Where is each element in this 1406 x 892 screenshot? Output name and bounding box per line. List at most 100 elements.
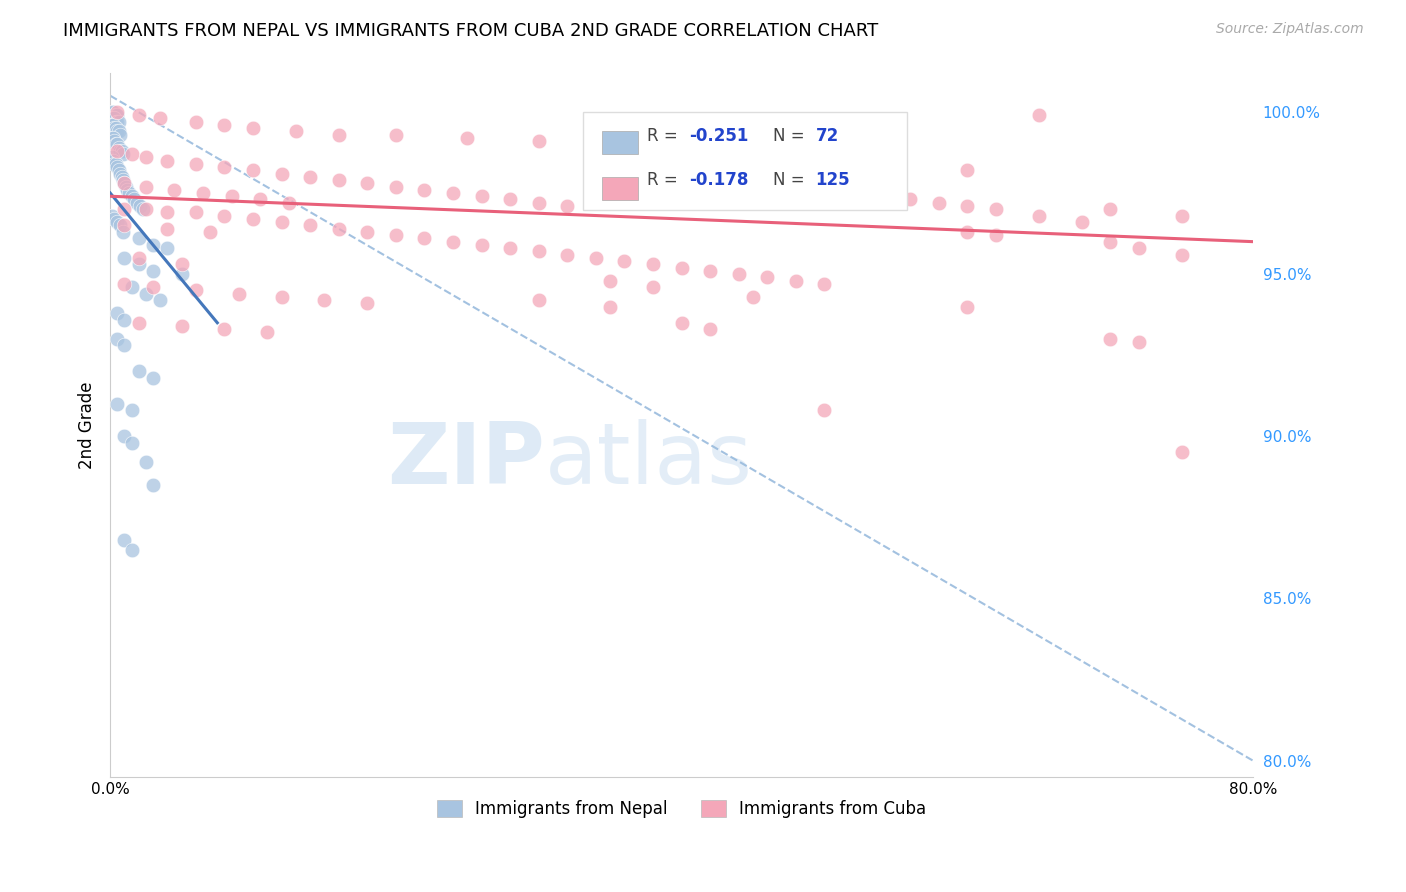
Point	[214, 322, 236, 336]
Point	[1128, 241, 1150, 255]
Point	[170, 318, 193, 333]
Point	[100, 209, 122, 223]
Point	[135, 455, 157, 469]
Point	[214, 209, 236, 223]
Point	[107, 114, 129, 128]
Point	[121, 189, 143, 203]
Point	[101, 104, 124, 119]
Point	[1170, 247, 1192, 261]
Text: R =: R =	[647, 127, 683, 145]
Point	[956, 163, 979, 178]
Point	[471, 238, 494, 252]
Point	[114, 219, 136, 233]
Point	[108, 144, 131, 158]
Point	[111, 147, 134, 161]
Point	[156, 205, 179, 219]
Point	[114, 176, 136, 190]
Point	[114, 429, 136, 443]
Point	[284, 124, 307, 138]
Point	[132, 202, 155, 217]
Point	[599, 274, 621, 288]
Point	[413, 183, 436, 197]
Point	[100, 131, 122, 145]
Point	[117, 183, 139, 197]
Point	[499, 241, 522, 255]
Point	[928, 195, 950, 210]
Point	[228, 286, 250, 301]
Point	[111, 173, 134, 187]
Point	[105, 397, 128, 411]
Point	[870, 160, 893, 174]
Point	[170, 257, 193, 271]
Point	[585, 251, 607, 265]
Point	[101, 153, 124, 168]
Point	[1099, 235, 1122, 249]
Point	[105, 124, 128, 138]
Point	[142, 264, 165, 278]
Point	[214, 118, 236, 132]
Point	[242, 163, 264, 178]
Point	[121, 147, 143, 161]
Point	[128, 364, 150, 378]
Point	[527, 244, 550, 259]
Point	[299, 169, 322, 184]
Point	[527, 134, 550, 148]
Point	[314, 293, 336, 307]
Point	[121, 435, 143, 450]
Point	[1070, 215, 1092, 229]
Point	[471, 189, 494, 203]
Point	[105, 114, 128, 128]
Point	[103, 134, 125, 148]
Point	[441, 186, 464, 200]
Point	[118, 186, 141, 200]
Point	[191, 186, 214, 200]
Point	[100, 112, 122, 126]
Point	[249, 193, 271, 207]
Point	[128, 257, 150, 271]
Point	[107, 163, 129, 178]
Point	[105, 332, 128, 346]
Point	[813, 153, 835, 168]
Text: IMMIGRANTS FROM NEPAL VS IMMIGRANTS FROM CUBA 2ND GRADE CORRELATION CHART: IMMIGRANTS FROM NEPAL VS IMMIGRANTS FROM…	[63, 22, 879, 40]
Point	[356, 296, 378, 310]
Point	[114, 251, 136, 265]
Point	[135, 202, 157, 217]
Point	[671, 316, 693, 330]
Point	[121, 280, 143, 294]
Point	[142, 371, 165, 385]
Text: 72: 72	[815, 127, 839, 145]
Point	[114, 202, 136, 217]
Point	[742, 290, 765, 304]
Point	[184, 283, 207, 297]
Point	[121, 403, 143, 417]
Point	[356, 176, 378, 190]
Point	[842, 157, 865, 171]
Point	[104, 121, 127, 136]
Point	[124, 193, 146, 207]
Point	[105, 104, 128, 119]
Point	[101, 118, 124, 132]
Point	[156, 241, 179, 255]
Point	[242, 211, 264, 226]
Point	[898, 193, 921, 207]
Point	[813, 277, 835, 291]
Text: -0.178: -0.178	[689, 171, 748, 189]
Point	[114, 338, 136, 352]
Point	[103, 112, 125, 126]
Point	[103, 157, 125, 171]
Point	[101, 131, 124, 145]
Point	[135, 179, 157, 194]
Point	[1099, 332, 1122, 346]
Point	[299, 219, 322, 233]
Point	[727, 267, 749, 281]
Point	[108, 128, 131, 142]
Point	[156, 153, 179, 168]
Point	[184, 205, 207, 219]
Point	[163, 183, 186, 197]
Point	[105, 144, 128, 158]
Point	[214, 160, 236, 174]
Point	[1170, 445, 1192, 459]
Point	[103, 121, 125, 136]
Point	[105, 108, 128, 122]
Point	[104, 114, 127, 128]
